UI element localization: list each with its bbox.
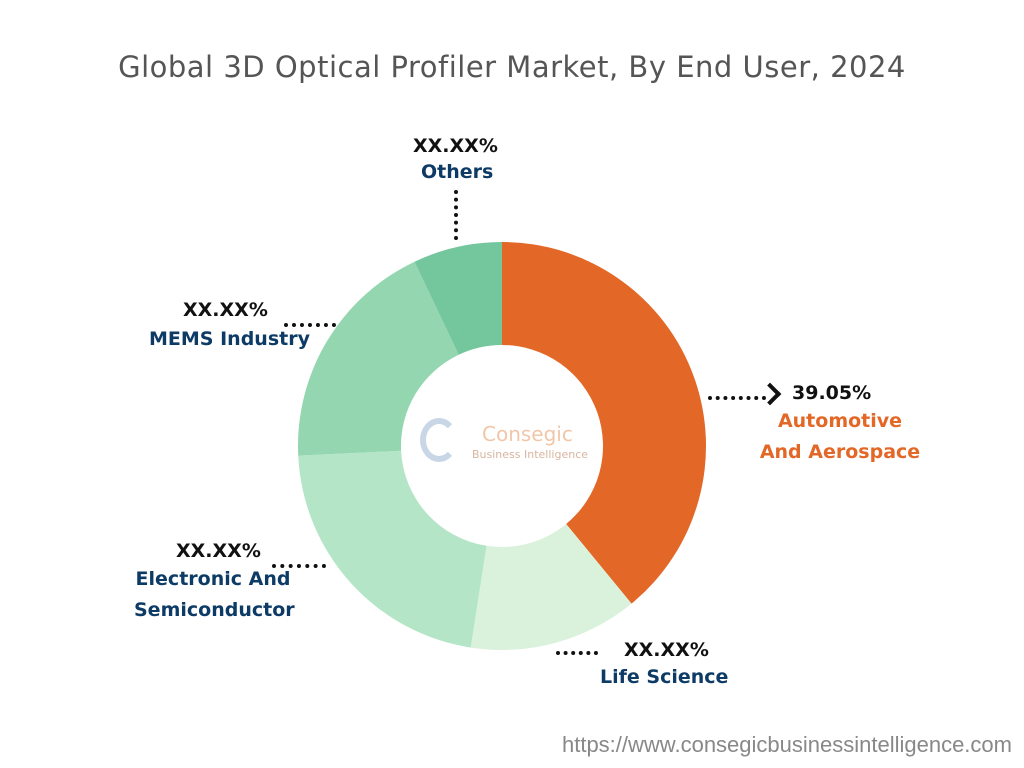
label-others-name: Others (421, 161, 494, 183)
label-automotive-value: 39.05% (792, 382, 872, 404)
slice-life-science (470, 524, 632, 650)
label-others-value: XX.XX% (413, 135, 498, 157)
slice-others (414, 242, 502, 355)
leader-others (454, 190, 458, 240)
logo-mark-icon (420, 418, 458, 462)
leader-automotive (708, 396, 766, 400)
label-electronic-value: XX.XX% (176, 540, 261, 562)
label-electronic-name: Electronic And Semiconductor (134, 568, 295, 621)
chart-title: Global 3D Optical Profiler Market, By En… (118, 50, 906, 84)
leader-electronic (272, 564, 326, 568)
leader-mems (284, 323, 336, 327)
label-automotive-name: Automotive And Aerospace (759, 410, 921, 463)
slice-mems-industry (298, 261, 459, 456)
label-mems-value: XX.XX% (183, 299, 268, 321)
leader-life-science (556, 651, 598, 655)
source-url[interactable]: https://www.consegicbusinessintelligence… (561, 732, 1012, 757)
consegic-logo: Consegic Business Intelligence (420, 418, 600, 468)
label-life-science-name: Life Science (600, 666, 729, 688)
logo-tagline: Business Intelligence (472, 448, 589, 461)
slice-automotive-and-aerospace (502, 242, 707, 604)
logo-name: Consegic (482, 422, 573, 446)
label-mems-name: MEMS Industry (149, 328, 310, 350)
slice-electronic-and-semiconductor (298, 450, 487, 648)
label-life-science-value: XX.XX% (624, 639, 709, 661)
